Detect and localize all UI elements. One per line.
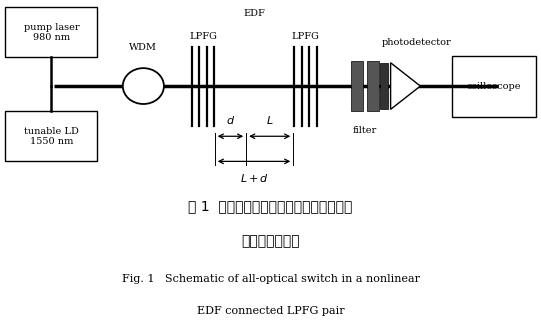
Polygon shape: [391, 63, 420, 109]
Bar: [351, 61, 363, 111]
Text: osilloscope: osilloscope: [466, 82, 521, 91]
Bar: [452, 55, 536, 116]
Bar: [380, 63, 388, 109]
Text: filter: filter: [353, 126, 377, 135]
Bar: [5, 7, 97, 57]
Text: EDF: EDF: [243, 9, 265, 18]
Text: Fig. 1   Schematic of all-optical switch in a nonlinear: Fig. 1 Schematic of all-optical switch i…: [122, 274, 419, 284]
Ellipse shape: [123, 68, 164, 104]
Text: 图 1  非线性掺饄光纤连接的长周期光栅对: 图 1 非线性掺饄光纤连接的长周期光栅对: [188, 199, 353, 213]
Text: $L$: $L$: [266, 113, 273, 126]
Text: photodetector: photodetector: [381, 37, 451, 47]
Text: pump laser
980 nm: pump laser 980 nm: [24, 22, 79, 42]
Text: LPFG: LPFG: [189, 32, 217, 41]
Text: $d$: $d$: [226, 113, 235, 126]
Text: 全光开关原理图: 全光开关原理图: [241, 234, 300, 248]
Text: EDF connected LPFG pair: EDF connected LPFG pair: [197, 306, 344, 316]
Bar: [367, 61, 379, 111]
Bar: [5, 111, 97, 161]
Text: $L+d$: $L+d$: [240, 172, 268, 184]
Text: LPFG: LPFG: [292, 32, 320, 41]
Text: tunable LD
1550 nm: tunable LD 1550 nm: [24, 126, 79, 146]
Text: WDM: WDM: [129, 43, 157, 52]
